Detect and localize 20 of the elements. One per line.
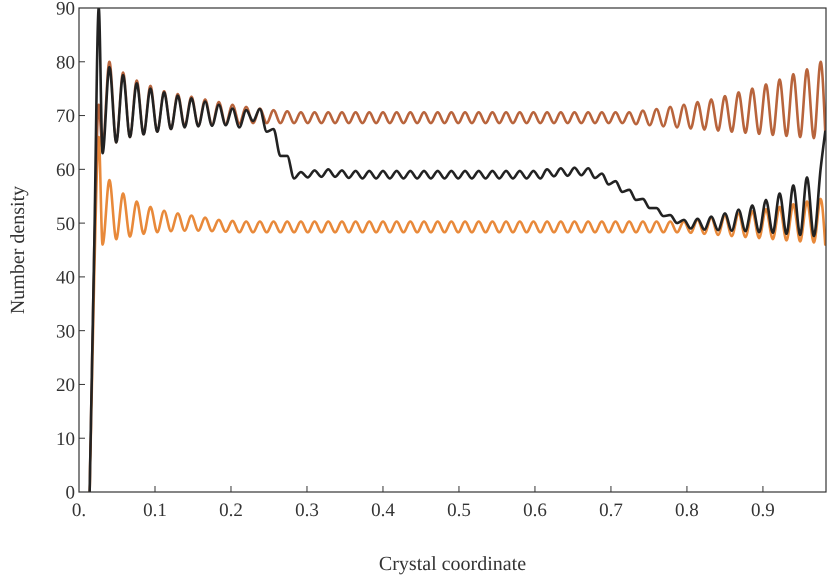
y-tick-label: 30 xyxy=(56,321,75,342)
y-axis-title: Number density xyxy=(7,186,29,314)
y-tick-label: 50 xyxy=(56,214,75,235)
x-tick-label: 0.8 xyxy=(675,500,699,521)
y-tick-label: 70 xyxy=(56,106,75,128)
x-tick-label: 0.2 xyxy=(219,500,243,521)
x-tick-label: 0.5 xyxy=(447,500,471,521)
x-tick-label: 0.7 xyxy=(599,500,623,521)
x-tick-label: 0.3 xyxy=(295,500,319,521)
y-tick-label: 60 xyxy=(56,160,75,181)
y-tick-label: 40 xyxy=(56,268,75,289)
x-tick-label: 0.4 xyxy=(371,500,396,521)
x-tick-label: 0.1 xyxy=(143,500,167,521)
y-tick-label: 20 xyxy=(56,375,75,396)
x-tick-label: 0.9 xyxy=(751,500,775,521)
y-tick-label: 90 xyxy=(56,0,75,20)
y-tick-label: 10 xyxy=(56,428,75,450)
x-axis-title: Crystal coordinate xyxy=(378,553,526,575)
y-tick-label: 80 xyxy=(56,52,75,74)
x-tick-label: 0.6 xyxy=(523,500,547,521)
